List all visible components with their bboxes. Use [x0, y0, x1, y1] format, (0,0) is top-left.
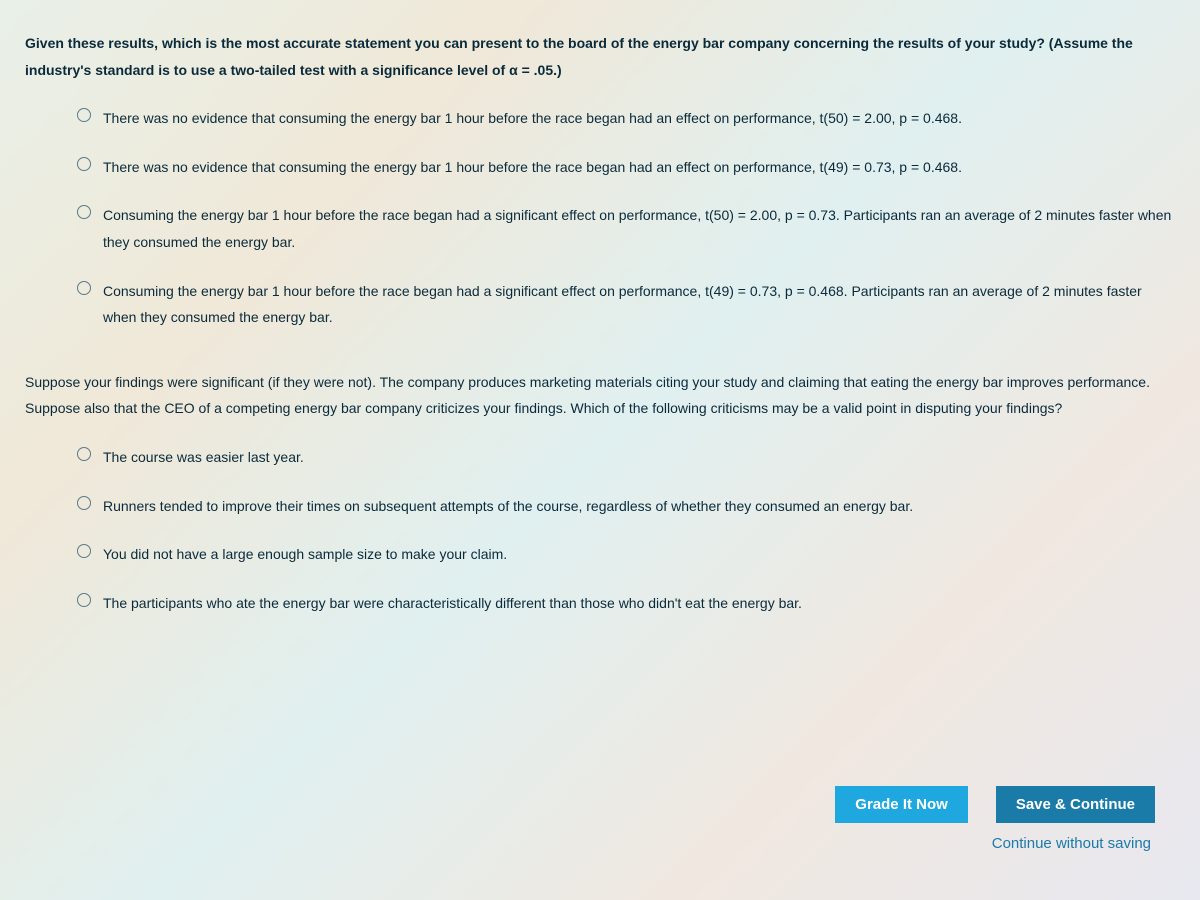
- option-text: There was no evidence that consuming the…: [103, 105, 962, 132]
- radio-button[interactable]: [77, 281, 91, 295]
- option-row[interactable]: The course was easier last year.: [77, 444, 1175, 471]
- radio-button[interactable]: [77, 108, 91, 122]
- radio-button[interactable]: [77, 447, 91, 461]
- option-text: The participants who ate the energy bar …: [103, 590, 802, 617]
- option-text: You did not have a large enough sample s…: [103, 541, 507, 568]
- option-text: The course was easier last year.: [103, 444, 304, 471]
- question-1-options: There was no evidence that consuming the…: [25, 105, 1175, 331]
- option-text: Consuming the energy bar 1 hour before t…: [103, 278, 1175, 331]
- question-1-prompt: Given these results, which is the most a…: [25, 30, 1175, 83]
- continue-without-saving-link[interactable]: Continue without saving: [992, 835, 1151, 852]
- option-row[interactable]: There was no evidence that consuming the…: [77, 105, 1175, 132]
- option-text: Runners tended to improve their times on…: [103, 493, 913, 520]
- question-2-options: The course was easier last year. Runners…: [25, 444, 1175, 616]
- save-continue-button[interactable]: Save & Continue: [996, 786, 1155, 823]
- option-row[interactable]: Consuming the energy bar 1 hour before t…: [77, 278, 1175, 331]
- quiz-content: Given these results, which is the most a…: [25, 30, 1175, 880]
- radio-button[interactable]: [77, 157, 91, 171]
- question-2: Suppose your findings were significant (…: [25, 369, 1175, 617]
- option-row[interactable]: Consuming the energy bar 1 hour before t…: [77, 202, 1175, 255]
- grade-it-now-button[interactable]: Grade It Now: [835, 786, 968, 823]
- radio-button[interactable]: [77, 496, 91, 510]
- option-row[interactable]: Runners tended to improve their times on…: [77, 493, 1175, 520]
- radio-button[interactable]: [77, 544, 91, 558]
- radio-button[interactable]: [77, 205, 91, 219]
- option-row[interactable]: The participants who ate the energy bar …: [77, 590, 1175, 617]
- option-row[interactable]: You did not have a large enough sample s…: [77, 541, 1175, 568]
- radio-button[interactable]: [77, 593, 91, 607]
- option-text: There was no evidence that consuming the…: [103, 154, 962, 181]
- option-text: Consuming the energy bar 1 hour before t…: [103, 202, 1175, 255]
- action-buttons: Grade It Now Save & Continue Continue wi…: [835, 786, 1155, 852]
- question-1: Given these results, which is the most a…: [25, 30, 1175, 331]
- question-2-prompt: Suppose your findings were significant (…: [25, 369, 1175, 422]
- button-row: Grade It Now Save & Continue: [835, 786, 1155, 823]
- option-row[interactable]: There was no evidence that consuming the…: [77, 154, 1175, 181]
